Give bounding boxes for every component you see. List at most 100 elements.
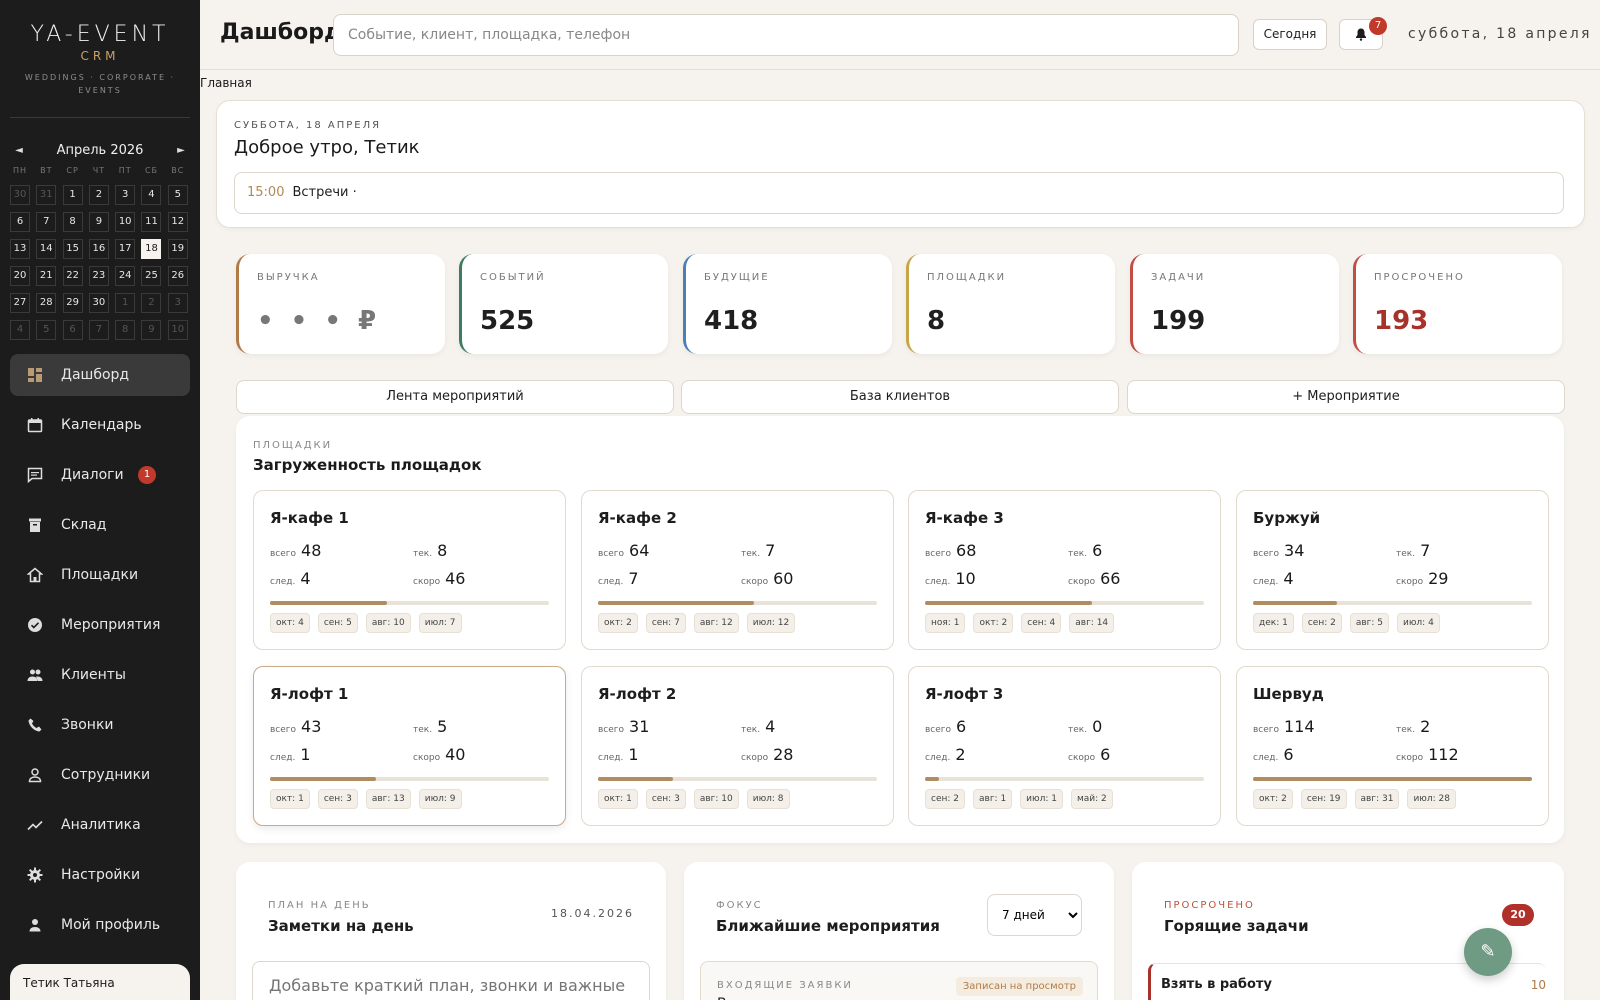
- month-chip: авг: 5: [1349, 613, 1389, 633]
- calendar-day[interactable]: 4: [10, 320, 30, 340]
- calendar-day[interactable]: 28: [36, 293, 57, 313]
- meetings-row[interactable]: 15:00 Встречи ·: [234, 172, 1564, 214]
- sidebar-item-6[interactable]: Мероприятия: [10, 604, 190, 646]
- calendar-day[interactable]: 27: [10, 293, 30, 313]
- stat-label: тек.: [741, 549, 761, 559]
- day-notes-field[interactable]: [252, 961, 650, 1000]
- calendar-day[interactable]: 7: [88, 320, 109, 340]
- calendar-day[interactable]: 12: [167, 212, 188, 232]
- kpi-card[interactable]: ПРОСРОЧЕНО 193: [1353, 254, 1562, 354]
- calendar-day[interactable]: 7: [36, 212, 57, 232]
- calendar-day[interactable]: 3: [115, 185, 136, 205]
- chat-icon: [27, 467, 43, 483]
- calendar-day[interactable]: 9: [88, 212, 109, 232]
- sidebar-item-4[interactable]: Склад: [10, 504, 190, 546]
- calendar-day[interactable]: 2: [88, 185, 109, 205]
- calendar-day[interactable]: 10: [167, 320, 188, 340]
- add-event-button[interactable]: + Мероприятие: [1127, 380, 1565, 414]
- calendar-day[interactable]: 9: [141, 320, 162, 340]
- day-plan-panel: ПЛАН НА ДЕНЬ Заметки на день 18.04.2026: [236, 862, 666, 1000]
- calendar-day-today[interactable]: 18: [141, 239, 162, 259]
- stat-label: след.: [598, 753, 624, 763]
- prev-month-button[interactable]: ◄: [15, 144, 23, 156]
- events-feed-button[interactable]: Лента мероприятий: [236, 380, 674, 414]
- calendar-day[interactable]: 5: [36, 320, 57, 340]
- calendar-day[interactable]: 8: [62, 212, 83, 232]
- calendar-day[interactable]: 6: [10, 212, 30, 232]
- calendar-day[interactable]: 21: [36, 266, 57, 286]
- venue-card[interactable]: Буржуй всего 34 тек. 7 след. 4 скоро 29 дек: 1 сен…: [1236, 490, 1549, 650]
- venue-card[interactable]: Я-кафе 1 всего 48 тек. 8 след. 4 скоро 46 окт: 4 с…: [253, 490, 566, 650]
- stat-label: след.: [1253, 753, 1279, 763]
- calendar-day[interactable]: 25: [141, 266, 162, 286]
- sidebar-item-1[interactable]: Дашборд: [10, 354, 190, 396]
- brand-logo[interactable]: YA-EVENT CRM WEDDINGS · CORPORATE · EVEN…: [0, 0, 200, 97]
- kpi-card[interactable]: ВЫРУЧКА • • • ₽: [236, 254, 445, 354]
- calendar-day[interactable]: 31: [36, 185, 57, 205]
- next-month-button[interactable]: ►: [177, 144, 185, 156]
- calendar-day[interactable]: 19: [167, 239, 188, 259]
- calendar-day[interactable]: 30: [88, 293, 109, 313]
- calendar-day[interactable]: 1: [62, 185, 83, 205]
- venue-load-bar: [598, 601, 877, 605]
- calendar-day[interactable]: 13: [10, 239, 30, 259]
- venue-card[interactable]: Я-лофт 3 всего 6 тек. 0 след. 2 скоро 6 сен: 2 авг…: [908, 666, 1221, 826]
- sidebar-item-3[interactable]: Диалоги 1: [10, 454, 190, 496]
- kpi-card[interactable]: ПЛОЩАДКИ 8: [906, 254, 1115, 354]
- calendar-day[interactable]: 6: [62, 320, 83, 340]
- user-profile-chip[interactable]: Тетик Татьяна: [10, 964, 190, 1000]
- calendar-day[interactable]: 3: [167, 293, 188, 313]
- sidebar-item-12[interactable]: Мой профиль: [10, 904, 190, 946]
- calendar-day[interactable]: 23: [88, 266, 109, 286]
- calendar-day[interactable]: 22: [62, 266, 83, 286]
- calendar-day[interactable]: 1: [115, 293, 136, 313]
- venue-card[interactable]: Я-кафе 3 всего 68 тек. 6 след. 10 скоро 66 ноя: 1…: [908, 490, 1221, 650]
- stat-label: скоро: [741, 753, 769, 763]
- venue-card[interactable]: Я-кафе 2 всего 64 тек. 7 след. 7 скоро 60 окт: 2 с…: [581, 490, 894, 650]
- calendar-day[interactable]: 11: [141, 212, 162, 232]
- calendar-day[interactable]: 4: [141, 185, 162, 205]
- sidebar-item-2[interactable]: Календарь: [10, 404, 190, 446]
- sidebar-item-7[interactable]: Клиенты: [10, 654, 190, 696]
- venue-stat-soon: скоро 60: [741, 569, 793, 588]
- sidebar-item-9[interactable]: Сотрудники: [10, 754, 190, 796]
- today-button[interactable]: Сегодня: [1253, 19, 1327, 50]
- task-row[interactable]: Взять в работу 10: [1148, 963, 1546, 1000]
- sidebar-item-5[interactable]: Площадки: [10, 554, 190, 596]
- calendar-day[interactable]: 17: [115, 239, 136, 259]
- clients-base-button[interactable]: База клиентов: [681, 380, 1119, 414]
- kpi-card[interactable]: ЗАДАЧИ 199: [1130, 254, 1339, 354]
- calendar-day[interactable]: 8: [115, 320, 136, 340]
- venue-card[interactable]: Я-лофт 2 всего 31 тек. 4 след. 1 скоро 28 окт: 1 с…: [581, 666, 894, 826]
- venue-card[interactable]: Шервуд всего 114 тек. 2 след. 6 скоро 112 окт: 2 с…: [1236, 666, 1549, 826]
- month-chip: сен: 3: [317, 789, 358, 809]
- calendar-day[interactable]: 16: [88, 239, 109, 259]
- calendar-day[interactable]: 26: [167, 266, 188, 286]
- calendar-day[interactable]: 29: [62, 293, 83, 313]
- breadcrumb[interactable]: Главная: [200, 76, 252, 90]
- calendar-day[interactable]: 30: [10, 185, 30, 205]
- calendar-grid: ПН ВТ СР ЧТ ПТ СБ ВС 30 31 1 2 3 4 5 6 7 8 9 10 11 12 13 14 15 1…: [10, 166, 190, 340]
- venue-load-bar: [270, 777, 549, 781]
- quick-note-button[interactable]: ✎: [1464, 928, 1512, 976]
- calendar-day[interactable]: 20: [10, 266, 30, 286]
- sidebar-item-8[interactable]: Звонки: [10, 704, 190, 746]
- search-input[interactable]: [333, 14, 1239, 56]
- calendar-day[interactable]: 14: [36, 239, 57, 259]
- sidebar-item-11[interactable]: Настройки: [10, 854, 190, 896]
- sidebar-item-10[interactable]: Аналитика: [10, 804, 190, 846]
- calendar-day[interactable]: 2: [141, 293, 162, 313]
- calendar-day[interactable]: 15: [62, 239, 83, 259]
- kpi-card[interactable]: БУДУЩИЕ 418: [683, 254, 892, 354]
- kpi-card[interactable]: СОБЫТИЙ 525: [459, 254, 668, 354]
- stat-label: всего: [270, 549, 297, 559]
- stat-label: тек.: [741, 725, 761, 735]
- period-select[interactable]: 7 дней: [987, 894, 1082, 936]
- venue-card[interactable]: Я-лофт 1 всего 43 тек. 5 след. 1 скоро 40 окт: 1 с…: [253, 666, 566, 826]
- calendar-day[interactable]: 5: [167, 185, 188, 205]
- calendar-day[interactable]: 24: [115, 266, 136, 286]
- kpi-label: СОБЫТИЙ: [480, 272, 546, 283]
- calendar-day[interactable]: 10: [115, 212, 136, 232]
- stat-label: тек.: [413, 549, 433, 559]
- incoming-requests-card[interactable]: ВХОДЯЩИЕ ЗАЯВКИ Записан на просмотр В: [700, 961, 1098, 1000]
